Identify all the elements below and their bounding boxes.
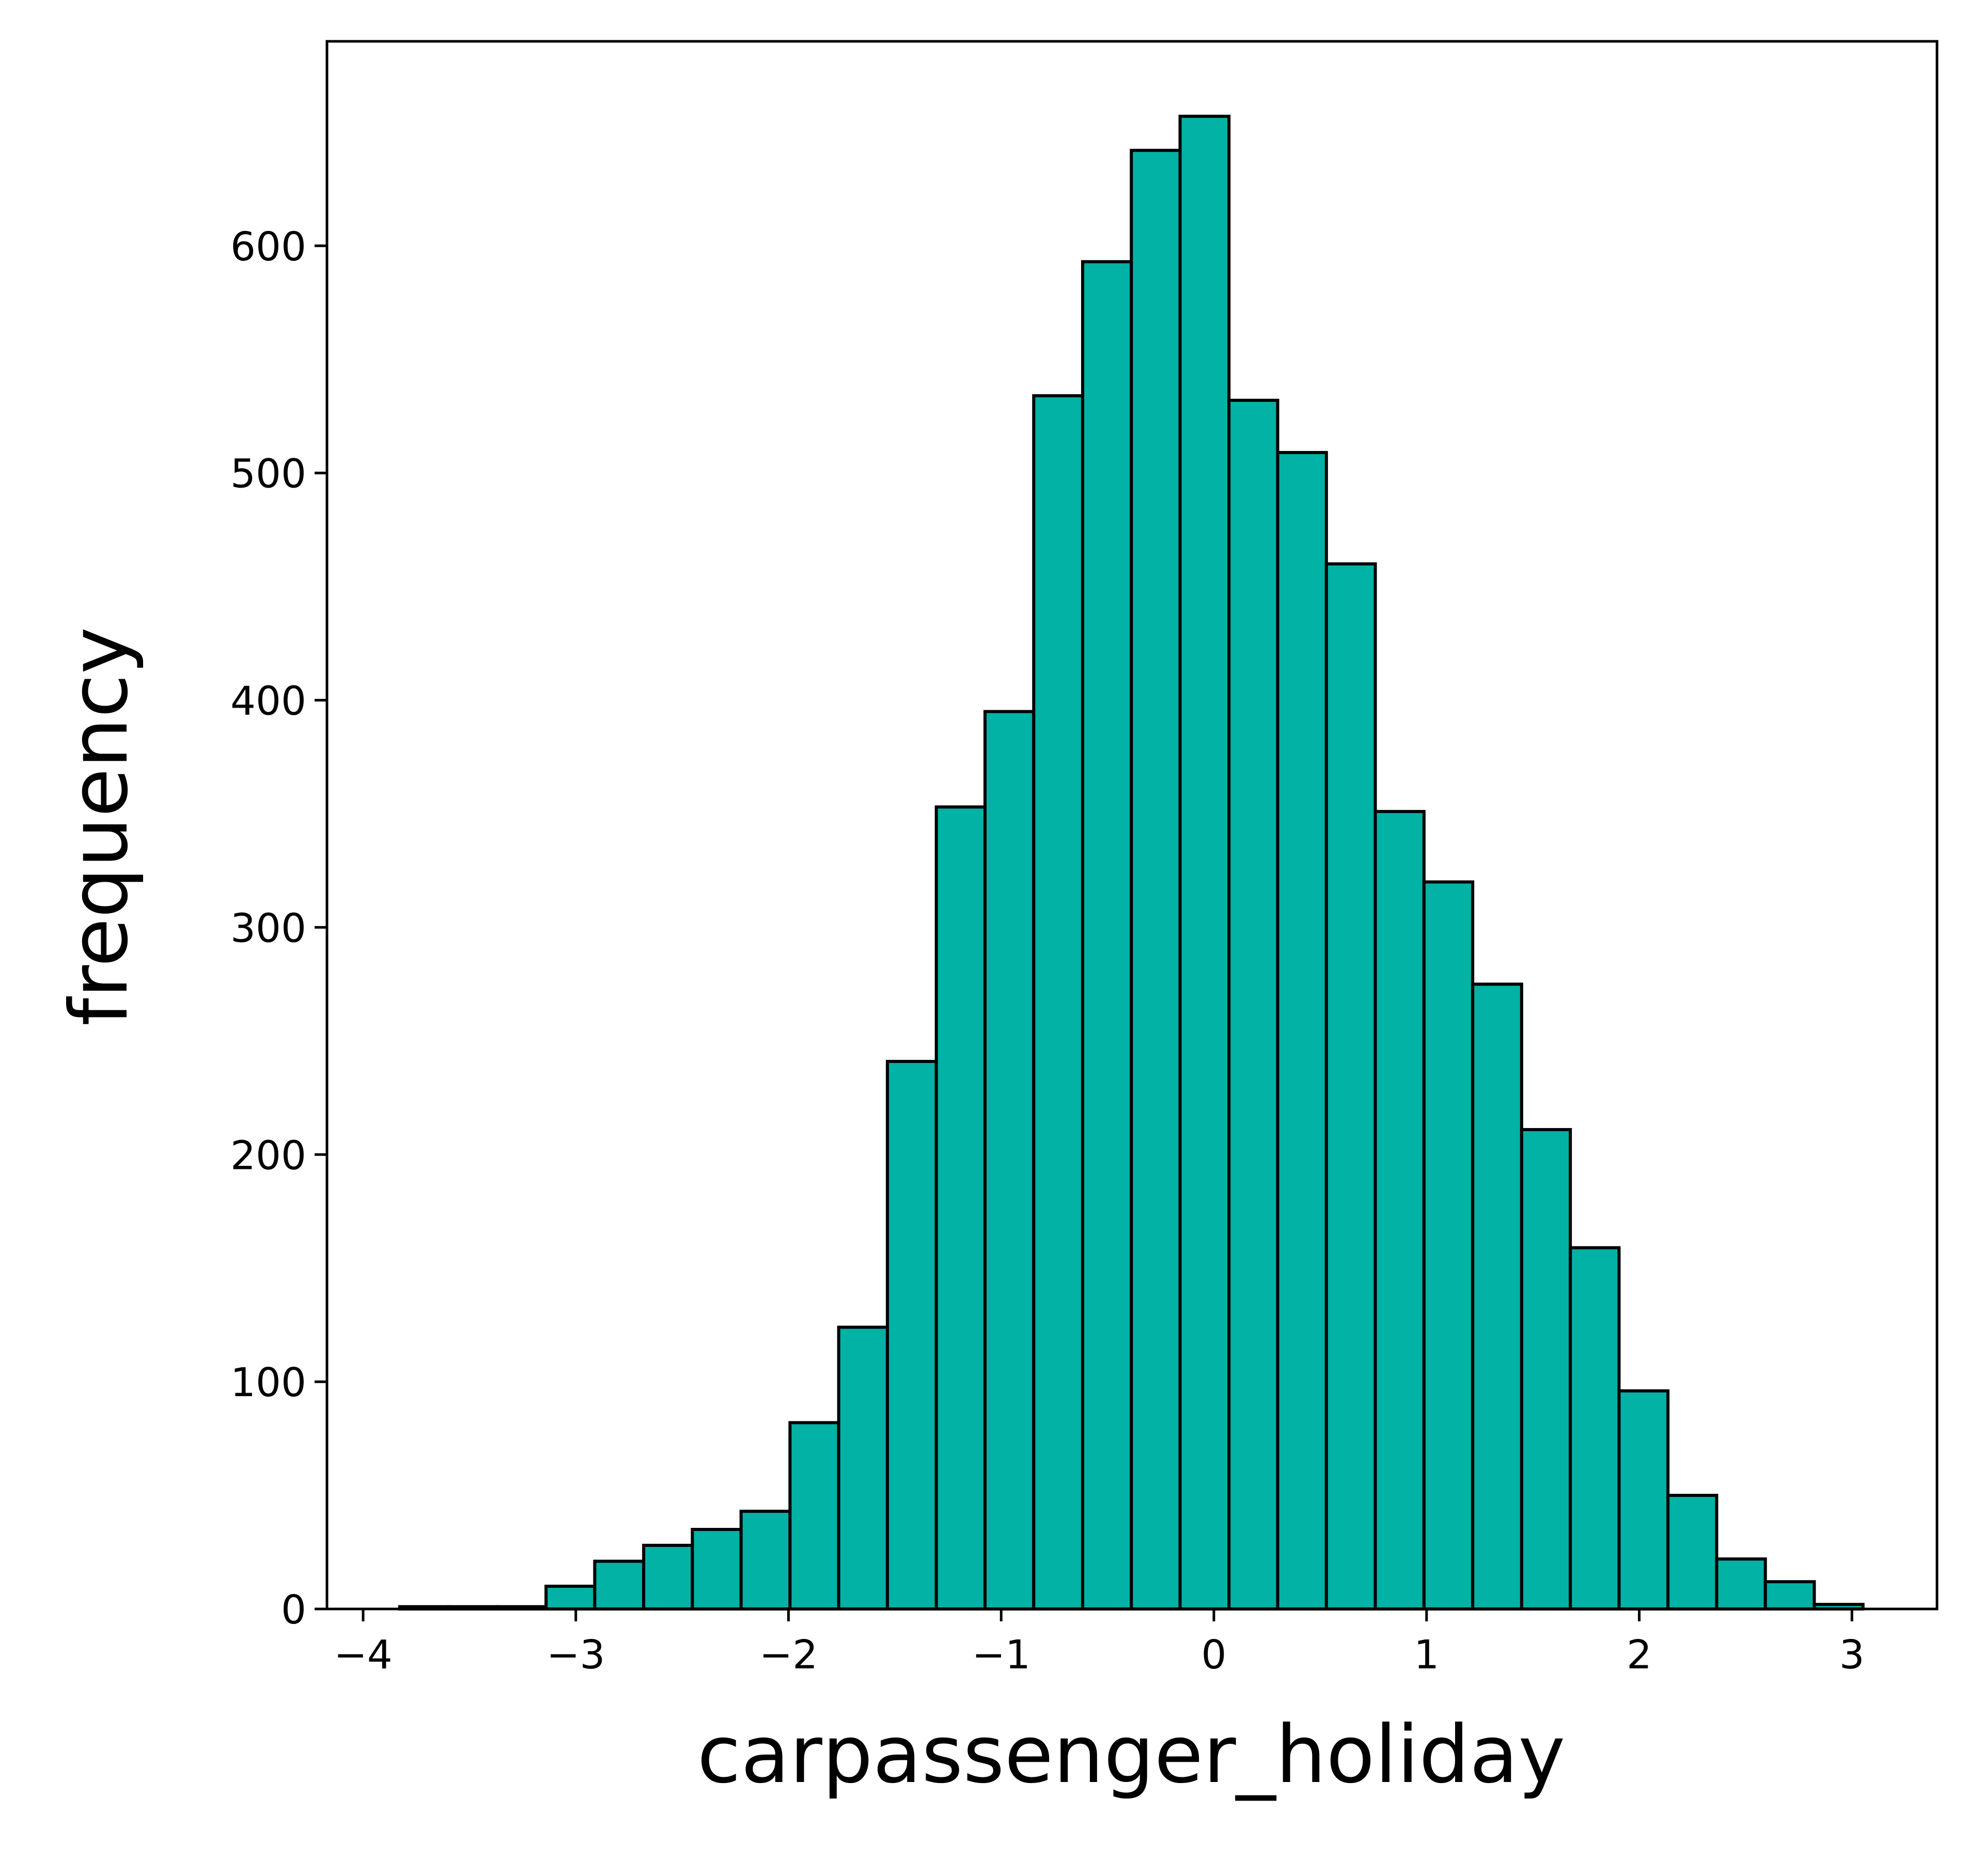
histogram-bar (1617, 1389, 1670, 1611)
y-tick-label: 500 (230, 451, 306, 497)
histogram-bar (1569, 1246, 1621, 1611)
x-axis-title: carpassenger_holiday (697, 1709, 1566, 1801)
histogram-bar (983, 710, 1036, 1611)
histogram-bar (885, 1059, 938, 1611)
histogram-bar (788, 1421, 840, 1611)
histogram-bar (739, 1509, 792, 1611)
plot-frame (325, 40, 1939, 1611)
histogram-bar (1130, 149, 1182, 1611)
histogram-bar (1276, 451, 1328, 1611)
x-tick-label: 1 (1414, 1632, 1439, 1678)
histogram-bar (1373, 810, 1426, 1611)
y-tick-label: 300 (230, 905, 306, 951)
x-tick-label: 2 (1627, 1632, 1652, 1678)
histogram-bar (642, 1543, 694, 1611)
histogram-bar (1520, 1128, 1572, 1611)
x-tick-label: −1 (972, 1632, 1031, 1678)
x-axis-ticks: −4 −3 −2 −1 0 1 2 3 (334, 1609, 1865, 1678)
y-axis-title: frequency (53, 627, 146, 1026)
x-tick-label: −4 (334, 1632, 393, 1678)
x-tick-label: −2 (759, 1632, 818, 1678)
y-tick-label: 100 (230, 1360, 306, 1406)
histogram-bar (1032, 394, 1084, 1611)
y-axis-ticks: 0 100 200 300 400 500 600 (230, 224, 327, 1633)
y-tick-label: 200 (230, 1133, 306, 1179)
histogram-bar (1471, 982, 1523, 1611)
histogram-bar (1666, 1494, 1719, 1611)
histogram-bar (544, 1585, 597, 1611)
y-tick-label: 600 (230, 224, 306, 270)
histogram-bar (1763, 1580, 1816, 1611)
y-tick-label: 0 (281, 1587, 306, 1633)
histogram-bar (1178, 115, 1231, 1611)
histogram-bars (398, 115, 1865, 1611)
histogram-bar (691, 1528, 743, 1611)
histogram-bar (1422, 880, 1475, 1611)
histogram-bar (934, 805, 987, 1611)
histogram-bar (1227, 398, 1279, 1611)
x-tick-label: −3 (546, 1632, 605, 1678)
histogram-bar (1715, 1557, 1767, 1611)
x-tick-label: 3 (1839, 1632, 1865, 1678)
histogram-bar (837, 1325, 889, 1611)
histogram-bar (593, 1559, 646, 1611)
x-tick-label: 0 (1201, 1632, 1227, 1678)
y-tick-label: 400 (230, 679, 306, 725)
histogram-bar (1081, 260, 1133, 1611)
histogram-bar (1324, 562, 1377, 1611)
